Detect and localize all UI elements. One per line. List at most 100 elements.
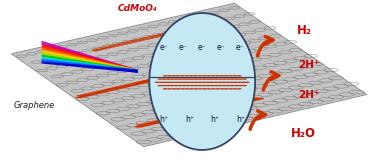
Ellipse shape bbox=[167, 82, 172, 83]
Ellipse shape bbox=[82, 95, 91, 96]
Polygon shape bbox=[42, 57, 138, 73]
Ellipse shape bbox=[169, 118, 179, 119]
Ellipse shape bbox=[158, 120, 167, 122]
Ellipse shape bbox=[218, 78, 223, 80]
Ellipse shape bbox=[198, 85, 203, 86]
Ellipse shape bbox=[174, 85, 178, 86]
Ellipse shape bbox=[165, 119, 175, 120]
Ellipse shape bbox=[237, 75, 242, 77]
Ellipse shape bbox=[224, 88, 229, 90]
Ellipse shape bbox=[198, 88, 203, 90]
Ellipse shape bbox=[186, 113, 193, 114]
Ellipse shape bbox=[98, 47, 104, 49]
Ellipse shape bbox=[155, 82, 160, 83]
Ellipse shape bbox=[228, 88, 233, 90]
Ellipse shape bbox=[161, 85, 166, 86]
Ellipse shape bbox=[184, 88, 189, 90]
Ellipse shape bbox=[202, 88, 207, 90]
Polygon shape bbox=[42, 59, 138, 73]
Ellipse shape bbox=[202, 24, 208, 25]
Ellipse shape bbox=[228, 104, 237, 106]
Ellipse shape bbox=[142, 124, 152, 126]
Ellipse shape bbox=[210, 107, 218, 109]
Ellipse shape bbox=[161, 77, 169, 78]
Ellipse shape bbox=[159, 82, 164, 83]
Ellipse shape bbox=[242, 78, 247, 80]
Ellipse shape bbox=[233, 82, 238, 83]
Ellipse shape bbox=[146, 79, 153, 80]
Ellipse shape bbox=[218, 105, 226, 107]
Ellipse shape bbox=[118, 87, 126, 88]
Ellipse shape bbox=[130, 83, 137, 84]
Ellipse shape bbox=[239, 101, 249, 103]
Ellipse shape bbox=[116, 43, 122, 44]
Ellipse shape bbox=[140, 123, 147, 125]
Ellipse shape bbox=[173, 117, 183, 119]
Ellipse shape bbox=[243, 99, 251, 101]
Ellipse shape bbox=[190, 78, 195, 80]
Ellipse shape bbox=[189, 113, 198, 115]
Ellipse shape bbox=[115, 88, 123, 89]
Ellipse shape bbox=[92, 91, 99, 93]
Ellipse shape bbox=[234, 78, 239, 80]
Ellipse shape bbox=[157, 85, 163, 86]
Ellipse shape bbox=[143, 81, 151, 83]
Ellipse shape bbox=[139, 82, 148, 83]
Ellipse shape bbox=[101, 48, 107, 49]
Ellipse shape bbox=[125, 41, 131, 42]
Ellipse shape bbox=[190, 85, 195, 86]
Ellipse shape bbox=[172, 75, 177, 77]
Ellipse shape bbox=[144, 122, 152, 124]
Ellipse shape bbox=[226, 78, 231, 80]
Text: H₂O: H₂O bbox=[291, 127, 316, 140]
Polygon shape bbox=[42, 43, 138, 73]
Polygon shape bbox=[11, 3, 367, 147]
Ellipse shape bbox=[186, 82, 191, 83]
Ellipse shape bbox=[136, 124, 143, 126]
Ellipse shape bbox=[125, 85, 133, 87]
Polygon shape bbox=[42, 48, 138, 73]
Ellipse shape bbox=[93, 48, 99, 50]
Ellipse shape bbox=[226, 85, 231, 86]
Ellipse shape bbox=[113, 45, 120, 46]
Ellipse shape bbox=[237, 82, 242, 83]
Ellipse shape bbox=[234, 85, 239, 86]
Ellipse shape bbox=[152, 120, 160, 122]
Ellipse shape bbox=[127, 83, 133, 85]
Ellipse shape bbox=[178, 78, 183, 80]
Ellipse shape bbox=[220, 106, 229, 108]
Ellipse shape bbox=[174, 78, 178, 80]
Ellipse shape bbox=[180, 75, 185, 77]
Ellipse shape bbox=[157, 76, 164, 78]
Ellipse shape bbox=[117, 44, 124, 46]
Ellipse shape bbox=[149, 13, 255, 150]
Ellipse shape bbox=[104, 90, 112, 92]
Ellipse shape bbox=[147, 80, 155, 82]
Ellipse shape bbox=[224, 105, 233, 107]
Ellipse shape bbox=[169, 78, 175, 80]
Ellipse shape bbox=[105, 47, 112, 48]
Text: h⁺: h⁺ bbox=[185, 115, 194, 124]
Ellipse shape bbox=[182, 82, 187, 83]
Ellipse shape bbox=[163, 75, 167, 77]
Ellipse shape bbox=[157, 34, 163, 35]
Ellipse shape bbox=[111, 44, 117, 45]
Ellipse shape bbox=[132, 83, 141, 85]
Ellipse shape bbox=[151, 37, 158, 38]
Ellipse shape bbox=[161, 78, 166, 80]
Ellipse shape bbox=[223, 104, 231, 106]
Ellipse shape bbox=[181, 30, 188, 31]
Ellipse shape bbox=[172, 32, 179, 33]
Ellipse shape bbox=[170, 31, 176, 32]
Ellipse shape bbox=[210, 78, 215, 80]
Ellipse shape bbox=[211, 22, 217, 23]
Ellipse shape bbox=[161, 119, 168, 120]
Ellipse shape bbox=[150, 78, 156, 80]
Ellipse shape bbox=[194, 85, 199, 86]
Ellipse shape bbox=[174, 82, 179, 83]
Ellipse shape bbox=[157, 78, 166, 79]
Ellipse shape bbox=[198, 78, 203, 80]
Ellipse shape bbox=[148, 36, 153, 37]
Text: H₂: H₂ bbox=[297, 24, 312, 37]
Ellipse shape bbox=[165, 118, 172, 119]
